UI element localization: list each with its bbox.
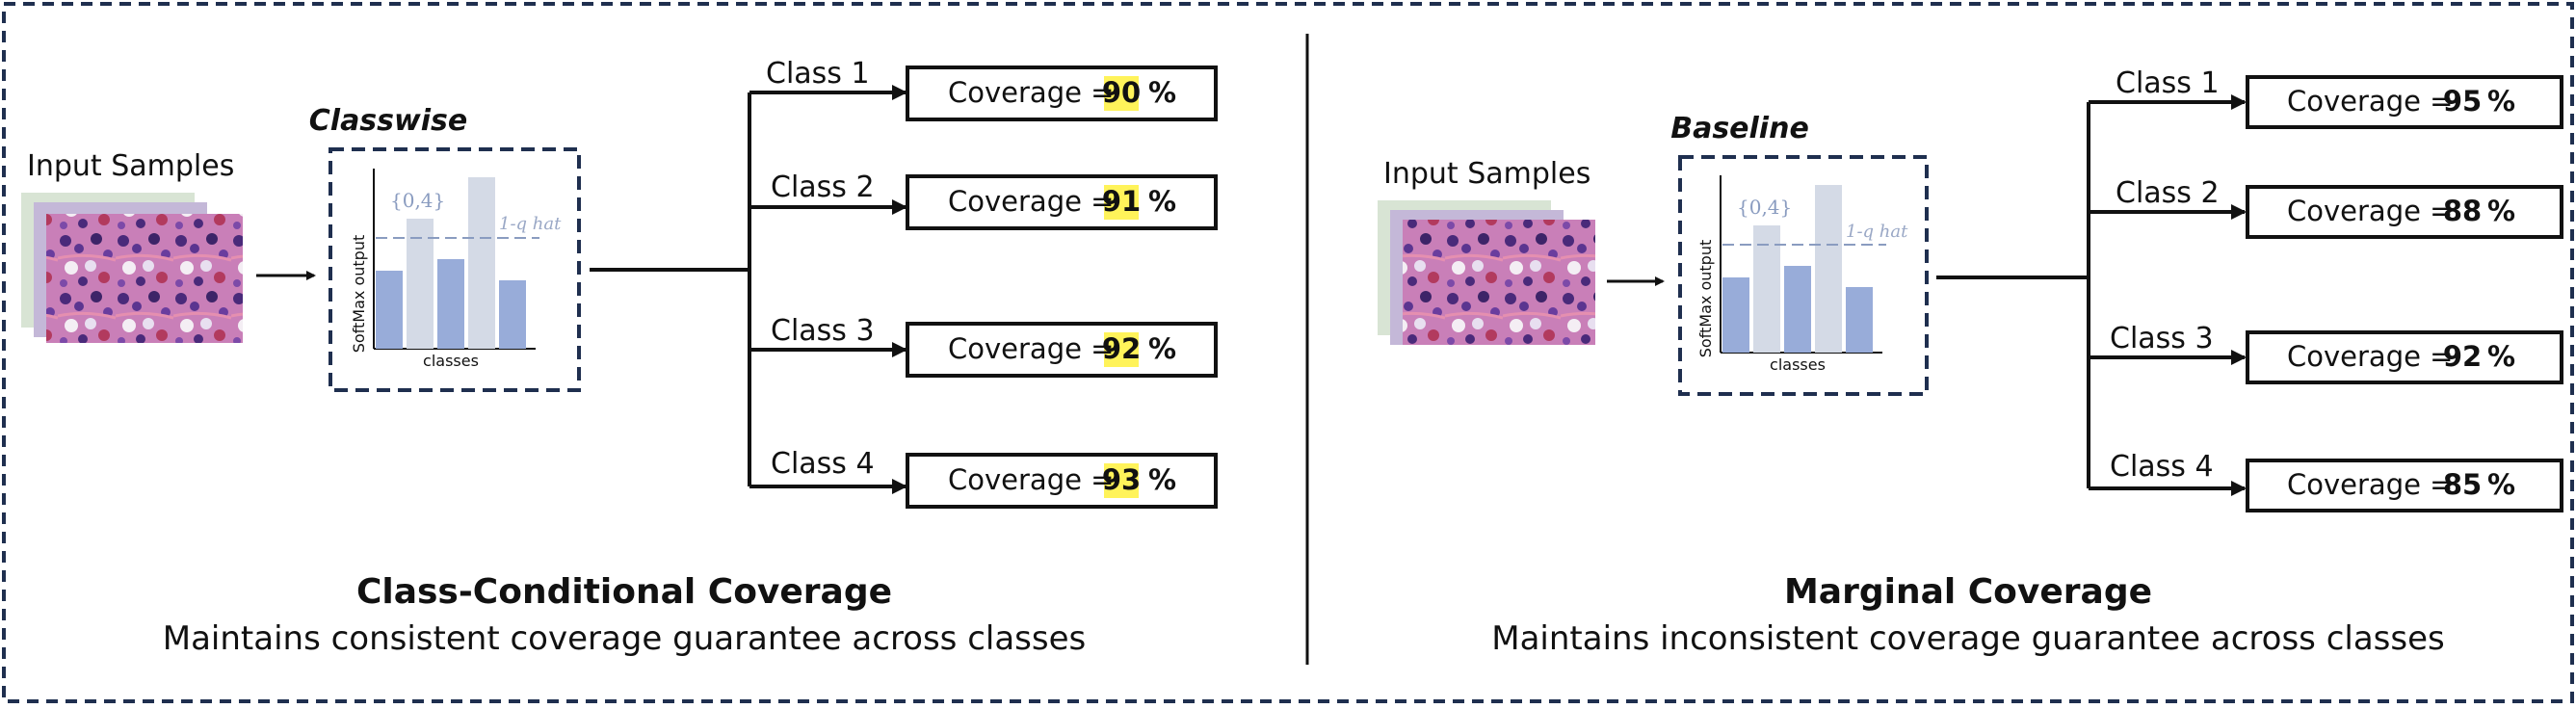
class-1-label: Class 1 [766, 57, 870, 91]
softmax-chart: {0,4} 1-q hat SoftMax output classes [350, 169, 562, 370]
prediction-set-label: {0,4} [1737, 196, 1792, 219]
right-panel: Input Samples Baseline {0,4} 1-q hat Sof… [1378, 66, 2563, 658]
class-4-label: Class 4 [2110, 450, 2214, 484]
panel-subtitle: Maintains consistent coverage guarantee … [163, 619, 1087, 658]
coverage-prefix: Coverage = [948, 185, 1114, 218]
svg-text:Coverage =: Coverage = [2287, 195, 2453, 227]
coverage-prefix: Coverage = [2287, 85, 2453, 118]
softmax-bar-5 [499, 280, 526, 349]
softmax-bar-1 [1722, 277, 1749, 353]
softmax-bar-3 [437, 259, 464, 349]
class-4-label: Class 4 [771, 447, 875, 481]
softmax-bar-2 [1753, 225, 1780, 353]
softmax-bar-4 [1815, 185, 1842, 353]
prediction-set-label: {0,4} [390, 189, 445, 212]
threshold-label: 1-q hat [499, 214, 562, 234]
coverage-unit: % [2487, 468, 2515, 501]
coverage-box-class-3: Coverage = 92 % [2246, 330, 2563, 384]
class-3-label: Class 3 [2110, 322, 2214, 355]
softmax-bar-1 [376, 271, 403, 349]
input-samples-image [21, 193, 243, 343]
softmax-bar-2 [407, 219, 434, 349]
input-samples-label: Input Samples [1383, 157, 1590, 191]
input-samples-image [1378, 200, 1595, 345]
svg-text:Coverage =: Coverage = [948, 332, 1114, 365]
coverage-unit: % [1148, 463, 1176, 496]
panel-title: Marginal Coverage [1784, 572, 2152, 612]
coverage-box-class-4: Coverage = 85 % [2246, 459, 2563, 512]
coverage-highlight [1104, 463, 1139, 498]
y-axis-label: SoftMax output [350, 235, 368, 354]
softmax-chart: {0,4} 1-q hat SoftMax output classes [1696, 175, 1908, 374]
svg-text:Coverage =: Coverage = [948, 463, 1114, 496]
coverage-box-class-2: Coverage = 88 % [2246, 185, 2563, 239]
svg-text:Coverage =: Coverage = [2287, 340, 2453, 373]
input-samples-label: Input Samples [27, 149, 234, 183]
model-box [329, 147, 581, 392]
class-2-label: Class 2 [2116, 176, 2220, 210]
threshold-label: 1-q hat [1846, 222, 1908, 242]
coverage-box-class-2: Coverage = 91 % [906, 174, 1218, 230]
class-3-label: Class 3 [771, 314, 875, 348]
svg-text:Coverage =: Coverage = [948, 76, 1114, 109]
class-1-label: Class 1 [2116, 66, 2220, 100]
coverage-prefix: Coverage = [948, 76, 1114, 109]
model-box [1678, 155, 1929, 396]
coverage-value: 90 [1102, 76, 1141, 109]
coverage-value: 95 [2443, 85, 2482, 118]
coverage-unit: % [2487, 340, 2515, 373]
model-label-baseline: Baseline [1670, 112, 1809, 145]
y-axis-label: SoftMax output [1696, 240, 1715, 358]
svg-text:Coverage =: Coverage = [2287, 468, 2453, 501]
coverage-unit: % [2487, 195, 2515, 227]
softmax-bar-4 [468, 177, 495, 349]
branch-tree [590, 85, 907, 494]
coverage-prefix: Coverage = [2287, 195, 2453, 227]
x-axis-label: classes [1770, 355, 1826, 374]
coverage-value: 91 [1102, 185, 1141, 218]
coverage-highlight [1104, 332, 1139, 367]
coverage-value: 92 [1102, 332, 1141, 365]
class-2-label: Class 2 [771, 171, 875, 204]
coverage-box-class-1: Coverage = 90 % [906, 66, 1218, 121]
coverage-highlight [1104, 185, 1139, 220]
coverage-prefix: Coverage = [2287, 340, 2453, 373]
coverage-prefix: Coverage = [948, 463, 1114, 496]
coverage-box-class-3: Coverage = 92 % [906, 322, 1218, 378]
softmax-bar-5 [1846, 287, 1873, 353]
panel-subtitle: Maintains inconsistent coverage guarante… [1491, 619, 2445, 658]
coverage-box-class-4: Coverage = 93 % [906, 453, 1218, 509]
coverage-unit: % [1148, 332, 1176, 365]
coverage-unit: % [1148, 185, 1176, 218]
coverage-value: 85 [2443, 468, 2482, 501]
coverage-value: 93 [1102, 463, 1141, 496]
x-axis-label: classes [423, 352, 479, 370]
coverage-value: 92 [2443, 340, 2482, 373]
coverage-unit: % [1148, 76, 1176, 109]
panel-title: Class-Conditional Coverage [356, 572, 892, 612]
coverage-prefix: Coverage = [2287, 468, 2453, 501]
svg-text:Coverage =: Coverage = [2287, 85, 2453, 118]
model-label-classwise: Classwise [309, 104, 467, 138]
coverage-box-class-1: Coverage = 95 % [2246, 75, 2563, 129]
coverage-highlight [1104, 76, 1139, 111]
coverage-unit: % [2487, 85, 2515, 118]
coverage-prefix: Coverage = [948, 332, 1114, 365]
branch-tree [1936, 94, 2247, 496]
left-panel: Input Samples Classwise {0,4} 1-q hat So… [21, 57, 1218, 658]
coverage-value: 88 [2443, 195, 2482, 227]
svg-text:Coverage =: Coverage = [948, 185, 1114, 218]
softmax-bar-3 [1784, 266, 1811, 353]
